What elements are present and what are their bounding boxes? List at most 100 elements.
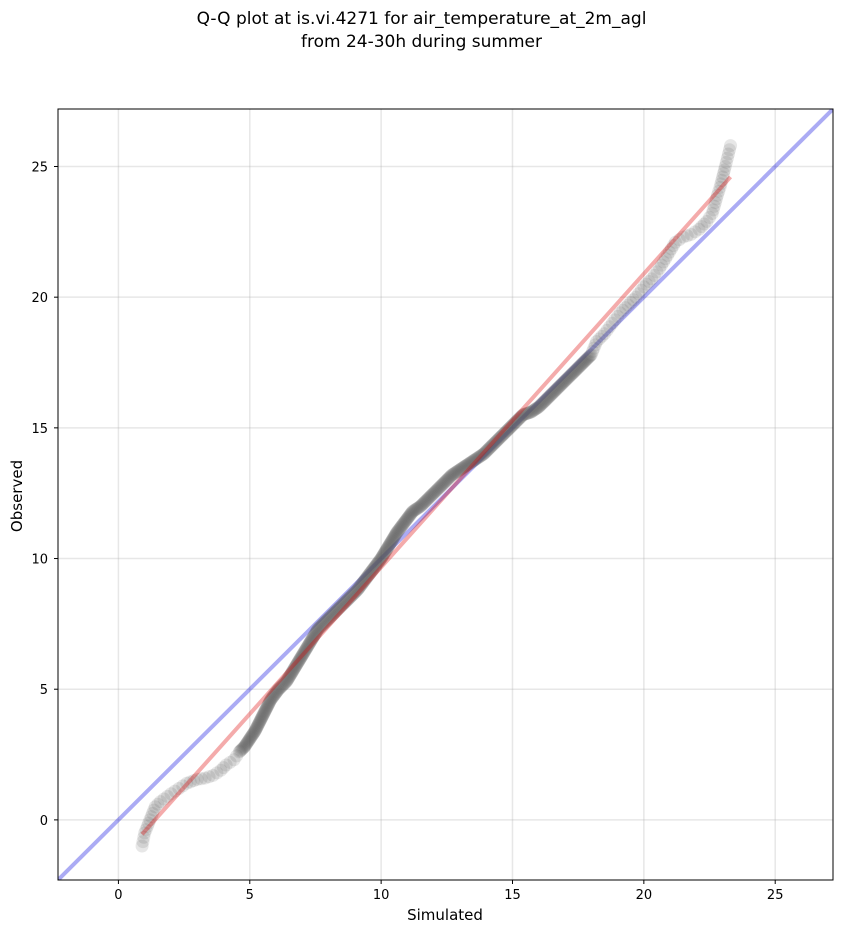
data-point <box>414 499 428 513</box>
plot-frame <box>57 108 834 881</box>
data-point <box>562 369 576 383</box>
data-point <box>422 491 436 505</box>
data-point <box>296 647 310 661</box>
data-point <box>477 447 491 461</box>
data-point <box>223 755 237 769</box>
data-point <box>421 491 435 505</box>
data-point <box>322 611 336 625</box>
data-point <box>243 732 257 746</box>
data-point <box>353 579 367 593</box>
data-point <box>251 718 265 732</box>
data-point <box>578 354 592 368</box>
data-point <box>700 214 714 228</box>
data-point <box>481 443 495 457</box>
data-point <box>393 522 407 536</box>
data-point <box>279 675 293 689</box>
data-point <box>484 440 498 454</box>
data-point <box>441 472 455 486</box>
data-point <box>359 571 373 585</box>
data-point <box>575 357 589 371</box>
data-point <box>262 696 276 710</box>
data-point <box>558 374 572 388</box>
data-point <box>588 338 602 352</box>
data-point <box>306 631 320 645</box>
data-point <box>545 387 559 401</box>
data-point <box>553 379 567 393</box>
data-point <box>454 462 468 476</box>
data-point <box>479 444 493 458</box>
data-point <box>586 344 600 358</box>
data-point <box>378 546 392 560</box>
data-point <box>262 697 276 711</box>
data-point <box>276 678 290 692</box>
data-point <box>338 595 352 609</box>
data-point <box>291 655 305 669</box>
data-point <box>304 634 318 648</box>
data-point <box>455 461 469 475</box>
data-point <box>314 619 328 633</box>
data-point <box>528 403 542 417</box>
data-point <box>352 581 366 595</box>
data-point <box>688 225 702 239</box>
data-point <box>503 421 517 435</box>
data-point <box>240 736 254 750</box>
data-point <box>271 683 285 697</box>
data-point <box>328 606 342 620</box>
data-point <box>616 303 630 317</box>
data-point <box>540 392 554 406</box>
data-point <box>250 721 264 735</box>
data-point <box>561 371 575 385</box>
data-point <box>445 468 459 482</box>
data-point <box>497 427 511 441</box>
data-point <box>565 367 579 381</box>
data-point <box>626 293 640 307</box>
data-point <box>257 705 271 719</box>
data-point <box>566 366 580 380</box>
data-point <box>419 494 433 508</box>
data-point <box>312 621 326 635</box>
data-point <box>180 776 194 790</box>
data-point <box>319 614 333 628</box>
data-point <box>411 501 425 515</box>
data-point <box>288 660 302 674</box>
data-point <box>461 457 475 471</box>
data-point <box>389 527 403 541</box>
data-point <box>713 180 727 194</box>
data-point <box>267 689 281 703</box>
x-tick-label: 25 <box>767 888 784 903</box>
data-point <box>446 467 460 481</box>
data-point <box>501 423 515 437</box>
data-point <box>470 452 484 466</box>
data-point <box>632 287 646 301</box>
data-point <box>238 740 252 754</box>
data-point <box>582 350 596 364</box>
data-point <box>253 715 267 729</box>
data-point <box>440 473 454 487</box>
data-point <box>398 515 412 529</box>
data-point <box>526 404 540 418</box>
data-point <box>394 520 408 534</box>
data-point <box>536 396 550 410</box>
data-point <box>235 742 249 756</box>
data-point <box>383 536 397 550</box>
data-point <box>252 716 266 730</box>
data-point <box>273 680 287 694</box>
data-point <box>374 552 388 566</box>
data-point <box>468 453 482 467</box>
data-point <box>249 723 263 737</box>
data-point <box>703 210 717 224</box>
data-point <box>408 503 422 517</box>
data-point <box>151 797 165 811</box>
data-point <box>400 512 414 526</box>
data-point <box>546 386 560 400</box>
data-point <box>421 492 435 506</box>
y-tick-label: 10 <box>31 553 48 568</box>
data-point <box>281 671 295 685</box>
data-point <box>322 612 336 626</box>
data-point <box>563 369 577 383</box>
data-point <box>316 617 330 631</box>
data-point <box>187 774 201 788</box>
data-point <box>472 450 486 464</box>
data-point <box>333 600 347 614</box>
data-point <box>214 763 228 777</box>
